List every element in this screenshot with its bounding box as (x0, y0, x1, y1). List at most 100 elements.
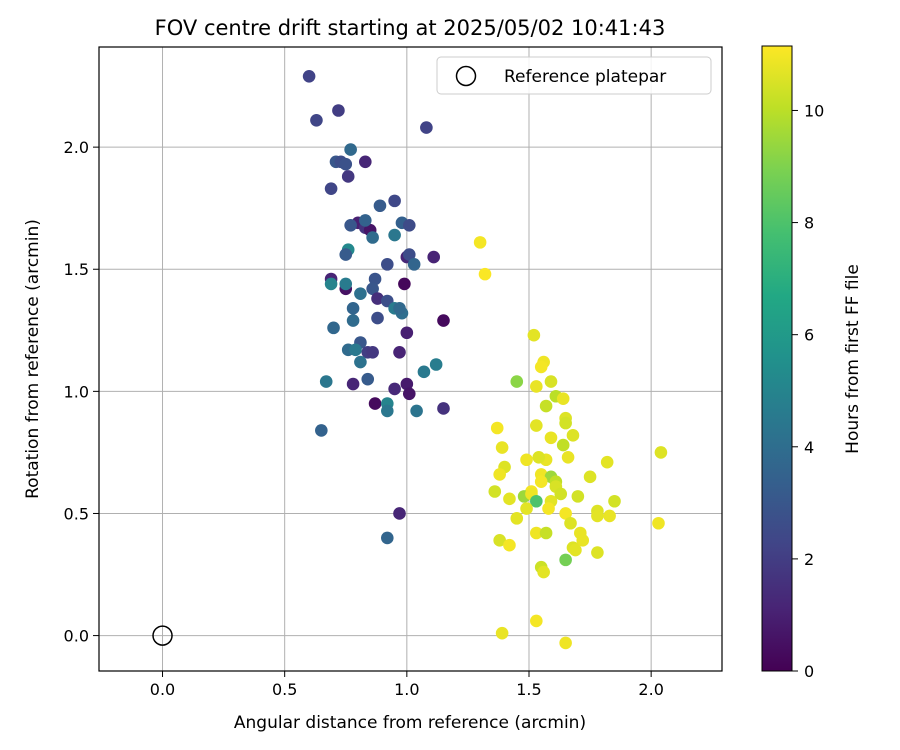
data-point (539, 399, 553, 413)
data-point (341, 170, 355, 183)
legend-box (436, 56, 712, 95)
data-point (420, 121, 433, 134)
data-point (373, 199, 387, 213)
data-point (576, 534, 590, 547)
data-point (495, 441, 509, 454)
data-point (315, 424, 328, 437)
legend-marker (455, 65, 477, 87)
data-point (371, 292, 384, 305)
data-point (654, 446, 668, 459)
x-tick-label: 1.5 (516, 680, 541, 699)
data-point (591, 546, 604, 559)
data-point (534, 475, 548, 489)
grid (99, 47, 722, 671)
data-point (571, 490, 585, 503)
data-point (398, 277, 411, 291)
data-point (402, 387, 416, 401)
data-point (495, 626, 509, 640)
colorbar-tick-label: 6 (804, 326, 814, 345)
data-point (510, 375, 524, 388)
data-point (332, 104, 345, 117)
data-point (569, 543, 582, 557)
data-point (544, 431, 558, 445)
colorbar: 0 2 4 6 8 10 Hours from first FF file (761, 45, 863, 681)
y-tick-label: 2.0 (64, 138, 89, 157)
data-point (478, 267, 492, 281)
data-point (473, 236, 487, 249)
data-point (539, 526, 553, 540)
data-point (402, 218, 416, 232)
data-point (520, 453, 533, 467)
data-point (503, 492, 516, 506)
data-point (346, 314, 360, 327)
x-tick-label: 0.5 (272, 680, 297, 699)
data-point (319, 375, 333, 388)
data-point (380, 531, 394, 545)
y-tick-label: 1.0 (64, 382, 89, 401)
legend: Reference platepar (436, 56, 712, 95)
data-point (400, 326, 414, 340)
x-axis-label: Angular distance from reference (arcmin) (234, 713, 586, 733)
data-point (310, 113, 323, 127)
y-tick-label: 0.0 (64, 627, 89, 646)
colorbar-gradient (761, 45, 793, 672)
x-tick-label: 2.0 (638, 680, 663, 699)
colorbar-tick-label: 0 (804, 662, 814, 681)
y-axis: 0.0 0.5 1.0 1.5 2.0 (64, 138, 99, 646)
data-point (561, 451, 575, 464)
data-point (388, 382, 401, 396)
chart-title: FOV centre drift starting at 2025/05/02 … (155, 16, 666, 40)
data-point (532, 451, 546, 464)
data-point (359, 214, 372, 227)
data-point (559, 553, 572, 567)
data-point (510, 512, 524, 525)
data-point (530, 380, 543, 393)
data-point (354, 355, 367, 369)
data-point (302, 70, 316, 83)
data-point (493, 468, 506, 481)
colorbar-tick-label: 10 (804, 101, 824, 120)
data-point (544, 375, 558, 388)
data-point (488, 485, 502, 498)
data-point (417, 365, 431, 379)
y-tick-label: 0.5 (64, 504, 89, 523)
data-point (591, 509, 604, 523)
data-point (542, 502, 555, 515)
y-tick-label: 1.5 (64, 260, 89, 279)
data-point (324, 277, 338, 291)
data-point (556, 392, 570, 405)
x-tick-label: 0.0 (150, 680, 175, 699)
colorbar-ticks: 0 2 4 6 8 10 (792, 101, 824, 681)
data-point (437, 314, 450, 327)
data-point (520, 502, 533, 515)
data-point (429, 358, 443, 371)
data-point (327, 321, 340, 335)
data-point (393, 302, 406, 315)
legend-label: Reference platepar (504, 67, 666, 87)
data-point (359, 155, 372, 169)
colorbar-tick-label: 4 (804, 438, 814, 457)
data-point (402, 248, 416, 261)
data-point (371, 311, 384, 325)
data-point (603, 509, 616, 523)
data-point (530, 614, 543, 628)
data-point (493, 534, 506, 547)
reference-marker (152, 625, 173, 646)
data-point (427, 250, 441, 264)
data-point (556, 438, 570, 452)
data-point (393, 507, 406, 520)
data-point (600, 455, 614, 469)
data-point (349, 343, 362, 357)
data-point (490, 421, 504, 435)
data-point (503, 538, 516, 552)
data-point (344, 218, 357, 232)
data-point (346, 377, 360, 391)
data-point (583, 470, 597, 484)
data-point (393, 345, 406, 359)
data-point (530, 526, 543, 540)
x-axis: 0.0 0.5 1.0 1.5 2.0 (150, 671, 664, 699)
data-point (537, 565, 550, 579)
data-point (388, 194, 401, 208)
data-point (608, 494, 621, 508)
